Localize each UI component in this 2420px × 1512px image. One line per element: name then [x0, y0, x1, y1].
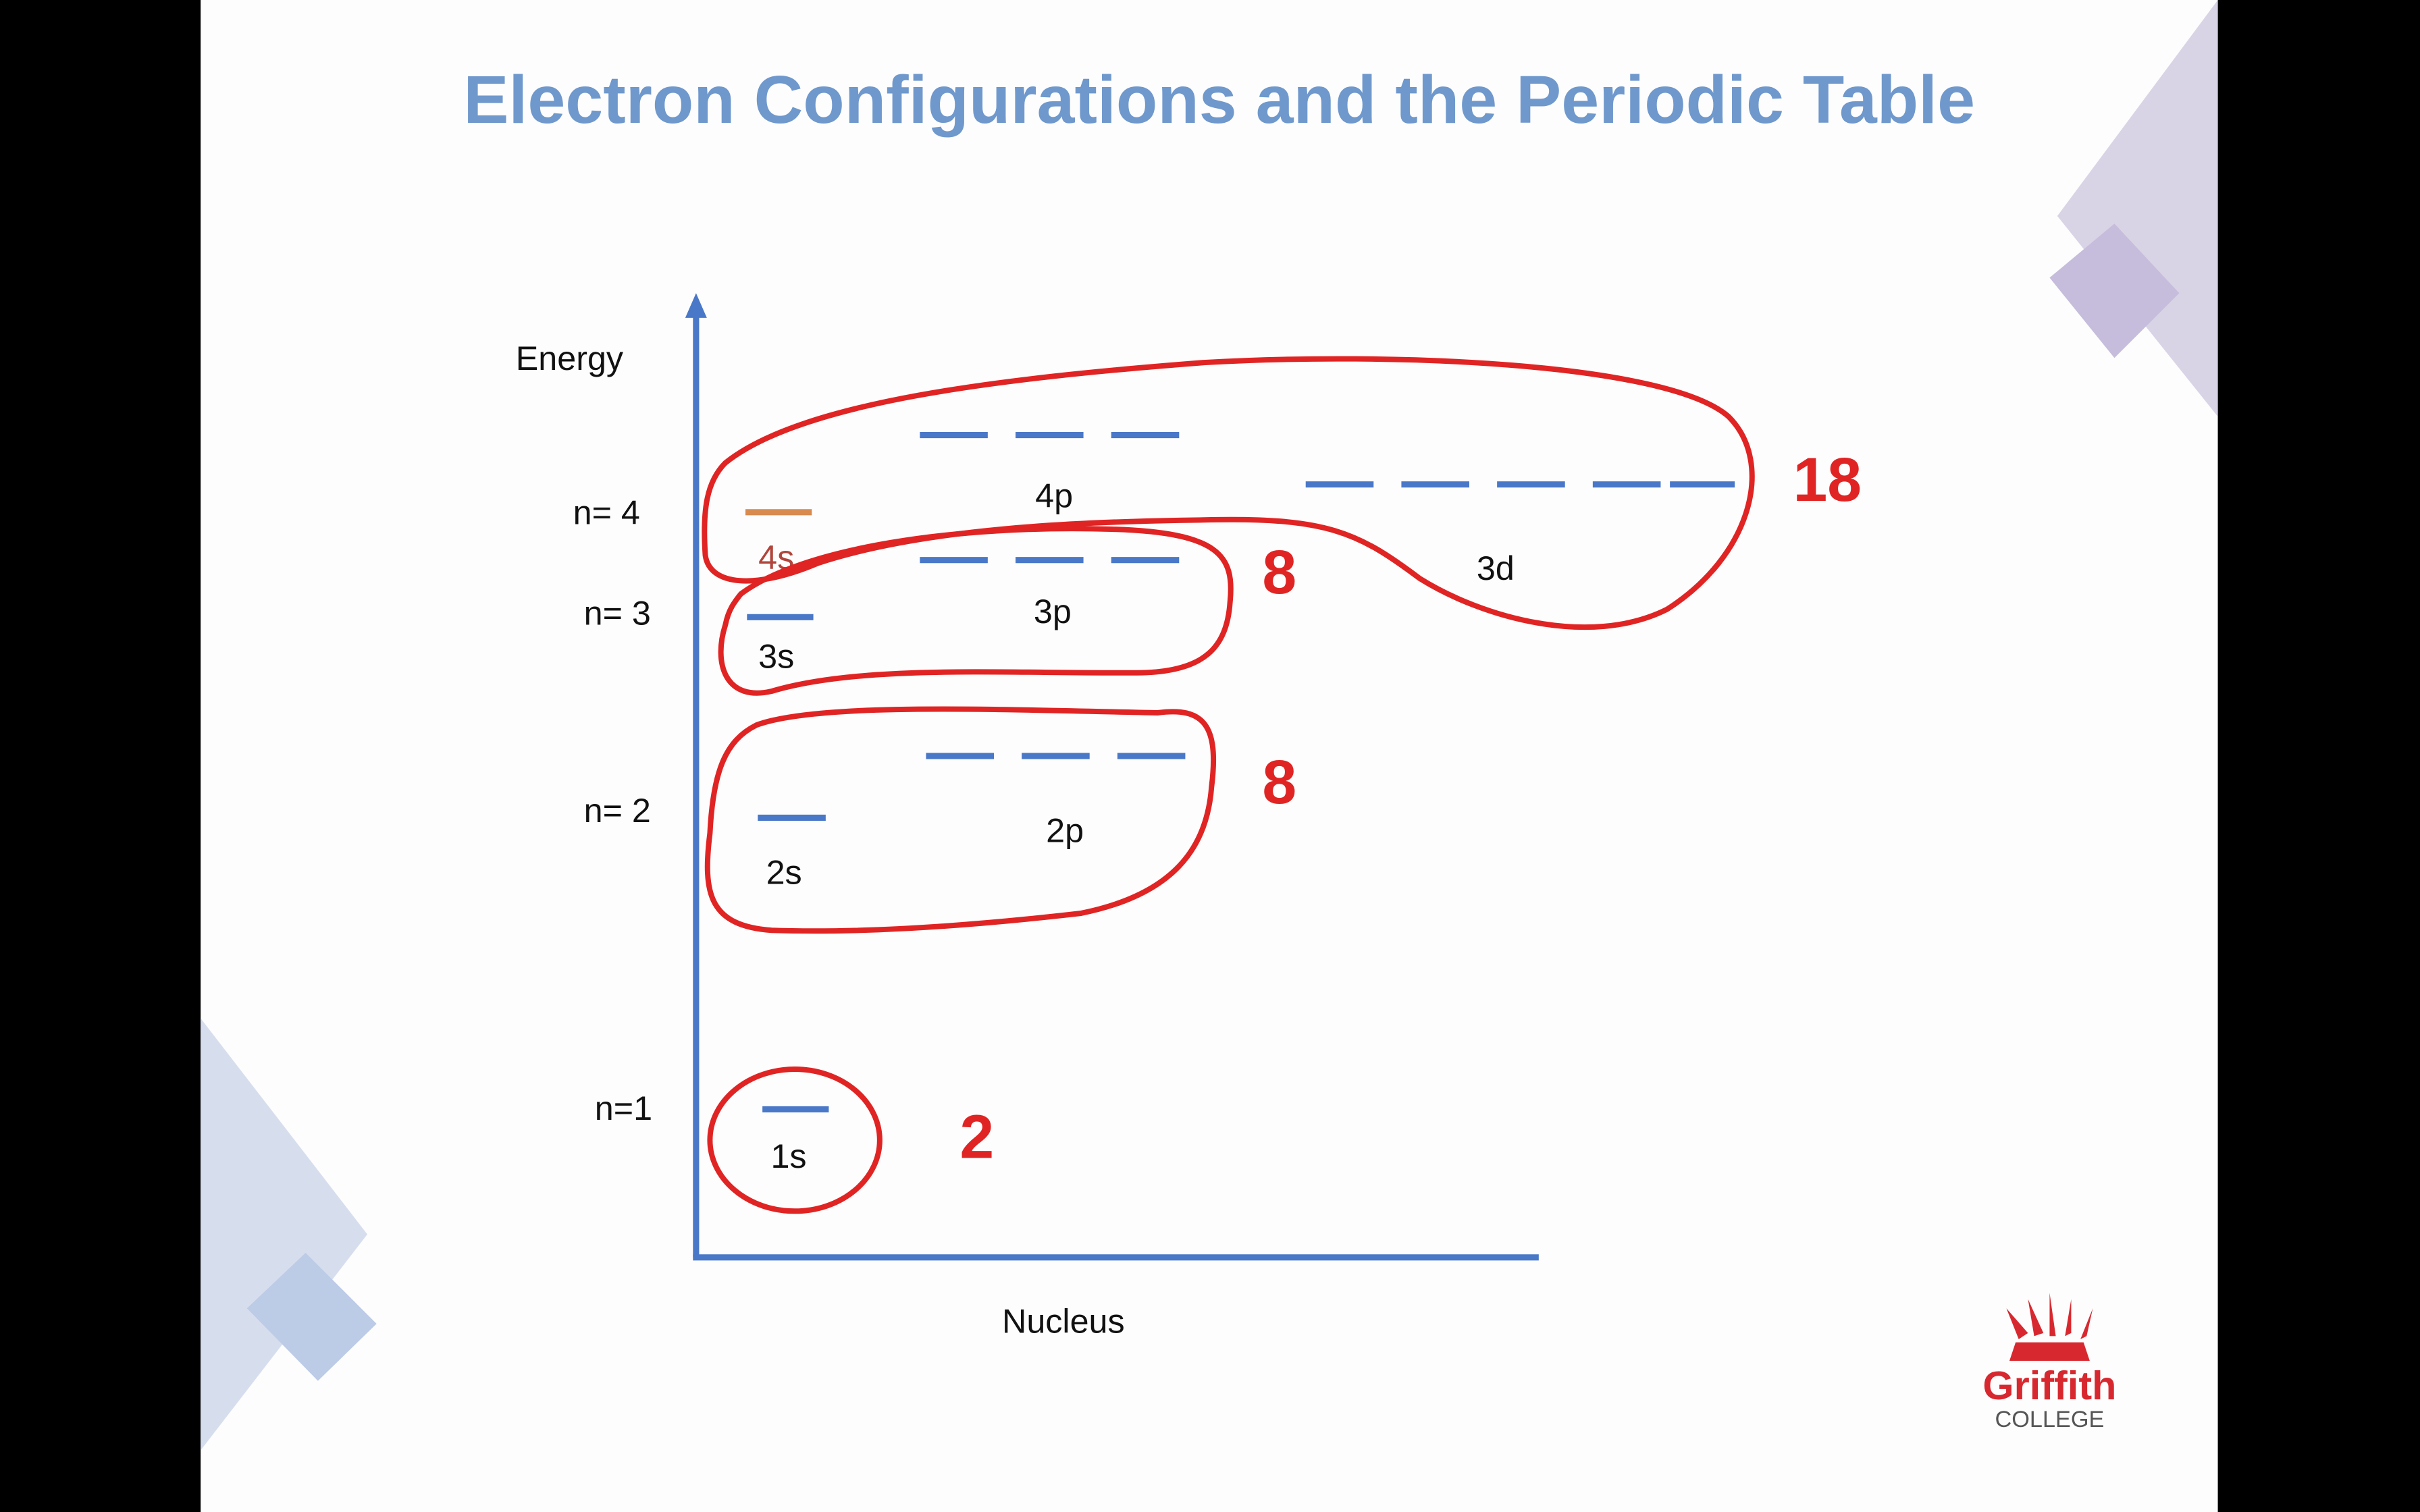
- axis-label: Nucleus: [1002, 1301, 1125, 1340]
- orbital-label: 3p: [1034, 592, 1072, 630]
- electron-count: 2: [959, 1103, 994, 1172]
- decor: [246, 1253, 377, 1381]
- annotation-loop: [704, 706, 1217, 934]
- orbital-label: 1s: [770, 1137, 806, 1175]
- decor: [201, 1018, 367, 1451]
- logo-name: Griffith: [1982, 1363, 2116, 1408]
- annotation-loop: [702, 356, 1755, 630]
- axis-label: Energy: [516, 339, 624, 377]
- electron-count: 18: [1793, 446, 1862, 514]
- orbital-label: 4p: [1035, 477, 1073, 515]
- electron-count: 8: [1262, 538, 1296, 607]
- orbital-label: 2s: [766, 853, 802, 891]
- axis-arrow: [685, 293, 707, 318]
- level-label: n= 4: [573, 493, 640, 532]
- decor: [2057, 0, 2218, 417]
- orbital-label: 3s: [758, 637, 794, 675]
- orbital-dashes: [745, 432, 1735, 1112]
- orbital-label: 3d: [1477, 549, 1515, 587]
- orbital-label: 2p: [1046, 811, 1084, 850]
- logo-icon: [2006, 1293, 2093, 1361]
- decor: [2049, 223, 2180, 358]
- slide: [201, 0, 2218, 1512]
- level-label: n=1: [595, 1089, 652, 1127]
- logo-sub: COLLEGE: [1995, 1407, 2104, 1432]
- annotation-loop: [707, 1066, 883, 1214]
- level-label: n= 2: [584, 791, 651, 830]
- slide-title: Electron Configurations and the Periodic…: [463, 62, 1975, 138]
- electron-count: 8: [1262, 748, 1296, 817]
- level-label: n= 3: [584, 593, 651, 632]
- annotation-loop: [718, 526, 1234, 696]
